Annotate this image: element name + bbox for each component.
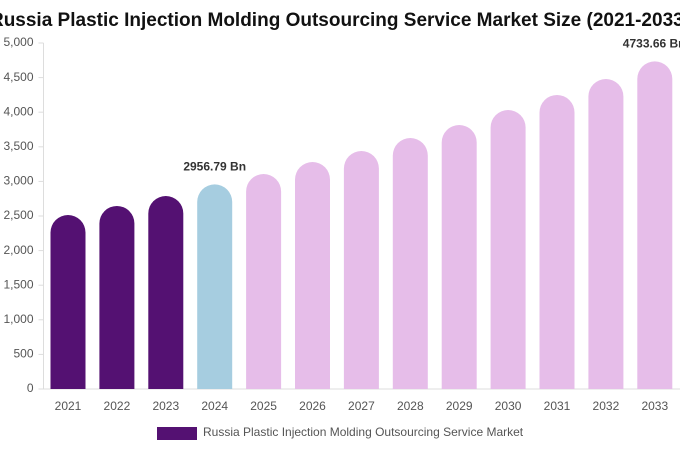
x-tick-label: 2021 [55, 399, 82, 413]
y-tick-label: 3,000 [3, 174, 33, 188]
y-tick-label: 1,500 [3, 277, 33, 291]
x-tick-label: 2024 [201, 399, 228, 413]
chart-title: Russia Plastic Injection Molding Outsour… [0, 10, 680, 31]
legend-label: Russia Plastic Injection Molding Outsour… [203, 425, 524, 439]
bar [343, 151, 379, 389]
legend-swatch [157, 427, 197, 440]
y-tick-label: 2,500 [3, 208, 33, 222]
x-tick-label: 2029 [446, 399, 473, 413]
x-tick-label: 2030 [495, 399, 522, 413]
bar [490, 110, 526, 389]
y-tick-label: 2,000 [3, 243, 33, 257]
y-tick-label: 0 [27, 381, 34, 395]
y-tick-label: 4,000 [3, 104, 33, 118]
x-tick-label: 2027 [348, 399, 375, 413]
y-tick-label: 4,500 [3, 70, 33, 84]
x-tick-label: 2025 [250, 399, 277, 413]
x-tick-label: 2032 [593, 399, 620, 413]
bar [99, 205, 135, 389]
data-label: 2956.79 Bn [183, 160, 246, 174]
bar [50, 215, 86, 389]
data-label: 4733.66 Bn [623, 37, 680, 51]
bar [148, 196, 184, 389]
bar [588, 78, 624, 389]
bar [441, 125, 477, 390]
bar [246, 174, 282, 389]
x-tick-label: 2028 [397, 399, 424, 413]
bar [392, 138, 428, 389]
x-tick-label: 2023 [152, 399, 179, 413]
y-tick-label: 500 [13, 347, 33, 361]
bar [295, 162, 330, 389]
bar [197, 184, 233, 389]
x-tick-label: 2033 [641, 399, 668, 413]
y-tick-label: 1,000 [3, 312, 33, 326]
x-tick-label: 2022 [104, 399, 131, 413]
bar [637, 61, 673, 390]
bar [539, 94, 575, 389]
y-tick-label: 3,500 [3, 139, 33, 153]
x-tick-label: 2031 [544, 399, 571, 413]
x-tick-label: 2026 [299, 399, 326, 413]
y-tick-label: 5,000 [3, 35, 33, 49]
